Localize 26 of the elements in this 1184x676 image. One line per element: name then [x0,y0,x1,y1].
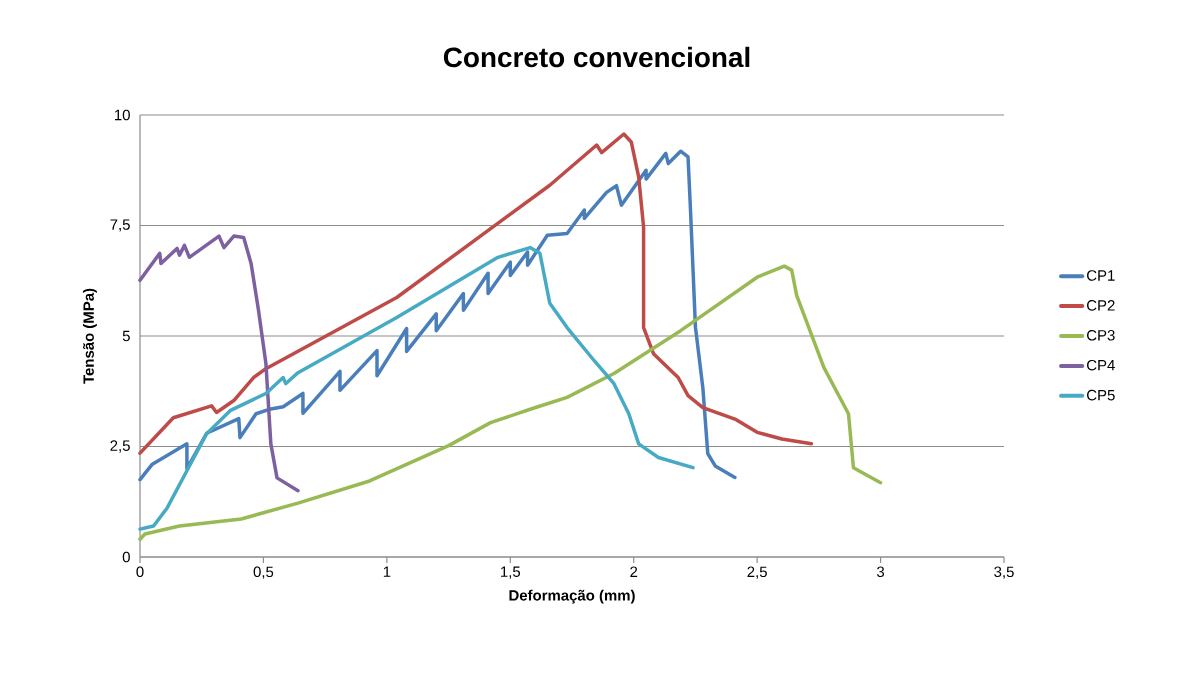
x-tick-label: 2,5 [747,566,767,579]
x-tick-label: 3,5 [994,566,1014,579]
y-tick-label: 7,5 [110,219,130,232]
x-axis-title: Deformação (mm) [509,589,635,604]
legend-label: CP4 [1087,359,1115,371]
legend-label: CP1 [1087,270,1115,281]
line-series [138,264,883,542]
y-axis-title: Tensão (MPa) [82,288,97,384]
chart-title: Concreto convencional [443,46,750,68]
x-tick-label: 1 [383,566,391,577]
y-tick-label: 5 [122,330,130,342]
x-tick-label: 2 [630,566,638,577]
y-tick-label: 10 [115,109,130,121]
line-series [138,132,814,455]
legend-label: CP2 [1087,300,1115,311]
line-series [138,245,695,531]
x-tick-label: 3 [876,566,885,578]
x-tick-label: 0,5 [253,566,274,579]
legend-label: CP5 [1087,389,1115,401]
legend-label: CP3 [1087,330,1115,341]
x-tick-label: 1,5 [501,566,521,579]
line-series [138,234,300,493]
y-tick-label: 2,5 [110,440,130,453]
line-series [138,149,737,482]
y-tick-label: 0 [122,551,130,563]
x-tick-label: 0 [136,566,144,578]
